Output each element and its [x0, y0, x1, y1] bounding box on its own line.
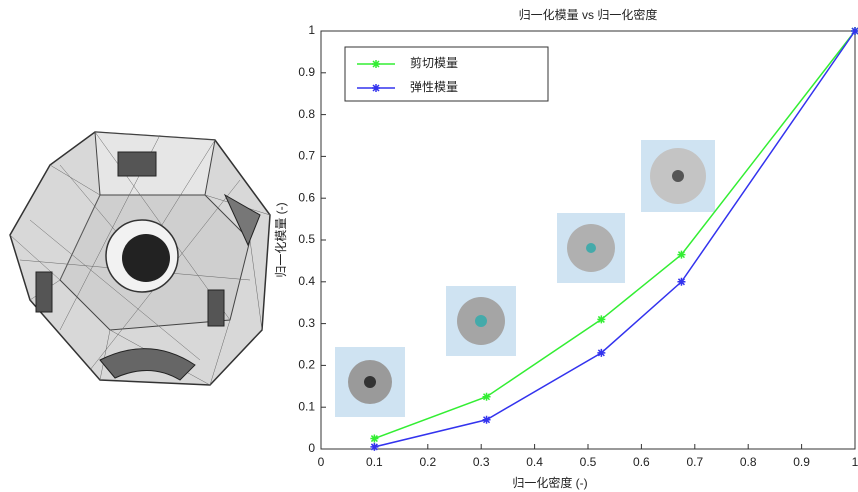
y-tick-label: 0.4: [298, 274, 315, 288]
x-tick-label: 1: [852, 455, 858, 469]
inset-thumbnails: [335, 140, 715, 417]
legend-label: 弹性模量: [410, 80, 458, 94]
x-tick-label: 0.8: [740, 455, 757, 469]
x-tick-label: 0.4: [526, 455, 543, 469]
y-tick-label: 0.1: [298, 399, 315, 413]
legend-label: 剪切模量: [410, 55, 458, 70]
x-tick-label: 0.3: [473, 455, 490, 469]
y-tick-label: 0.7: [298, 149, 315, 163]
y-tick-label: 0.6: [298, 190, 315, 204]
data-point: [370, 435, 378, 443]
x-tick-label: 0.7: [686, 455, 703, 469]
y-tick-label: 1: [308, 23, 315, 37]
y-tick-label: 0.9: [298, 65, 315, 79]
mesh-illustration: [10, 132, 270, 385]
x-tick-label: 0.9: [793, 455, 810, 469]
x-tick-label: 0.5: [580, 455, 597, 469]
data-point: [483, 416, 491, 424]
data-point: [677, 278, 685, 286]
y-tick-label: 0.3: [298, 316, 315, 330]
y-tick-label: 0.2: [298, 358, 315, 372]
y-axis-label: 归一化模量 (-): [274, 202, 288, 277]
data-point: [597, 349, 605, 357]
data-point: [851, 27, 858, 35]
x-axis-label: 归一化密度 (-): [512, 475, 587, 490]
data-point: [597, 315, 605, 323]
data-point: [677, 251, 685, 259]
x-tick-label: 0.6: [633, 455, 650, 469]
chart-title: 归一化模量 vs 归一化密度: [519, 7, 658, 22]
legend-marker: [372, 60, 380, 68]
data-point: [370, 443, 378, 451]
x-tick-label: 0.1: [366, 455, 383, 469]
data-point: [483, 393, 491, 401]
x-tick-label: 0.2: [419, 455, 436, 469]
y-tick-label: 0.5: [298, 232, 315, 246]
y-tick-label: 0: [308, 441, 315, 455]
y-tick-label: 0.8: [298, 107, 315, 121]
page: 归一化模量 vs 归一化密度 归一化密度 (-) 归一化模量 (-) 0 0.1 0…: [0, 0, 858, 492]
x-tick-label: 0: [318, 455, 325, 469]
legend-marker: [372, 84, 380, 92]
